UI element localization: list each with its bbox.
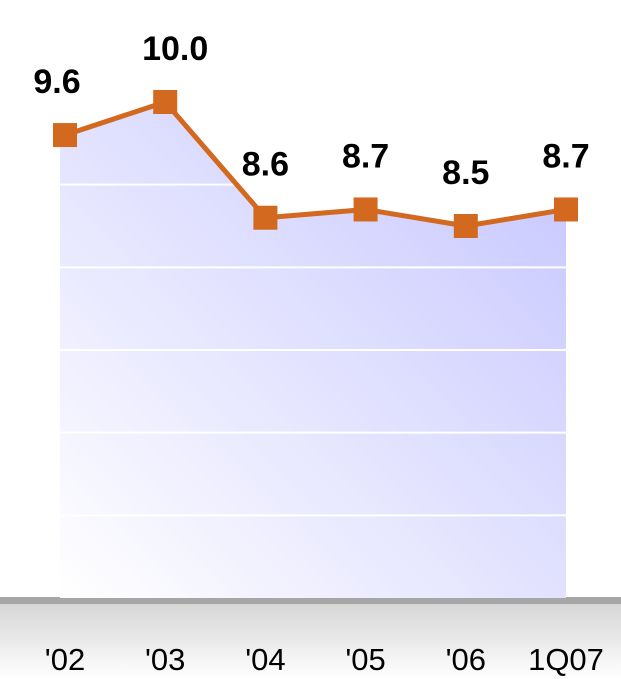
x-tick-label: 1Q07 <box>528 642 604 677</box>
marker <box>253 205 278 230</box>
x-tick-label: '06 <box>446 642 486 677</box>
marker <box>453 214 478 238</box>
marker <box>53 123 77 148</box>
data-label: 8.5 <box>442 154 489 192</box>
marker <box>554 197 578 222</box>
x-tick-label: '04 <box>245 642 285 677</box>
marker <box>153 90 178 114</box>
data-label: 8.7 <box>342 137 389 175</box>
data-label: 8.6 <box>242 146 289 184</box>
line <box>64 99 567 229</box>
data-label: 10.0 <box>142 30 208 68</box>
data-label: 8.7 <box>542 137 589 175</box>
marker <box>353 197 378 222</box>
axis-band <box>0 604 621 679</box>
x-tick-label: '03 <box>145 642 185 677</box>
x-tick-label: '05 <box>345 642 385 677</box>
x-tick-label: '02 <box>45 642 85 677</box>
data-label: 9.6 <box>33 63 80 101</box>
x-axis <box>0 597 621 604</box>
